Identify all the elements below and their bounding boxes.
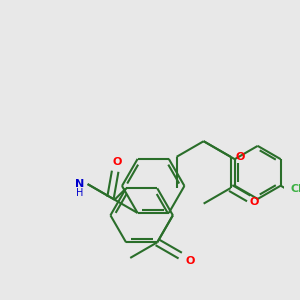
Text: N: N	[75, 179, 84, 189]
Text: H: H	[76, 188, 84, 198]
Text: O: O	[112, 157, 122, 167]
Text: O: O	[236, 152, 245, 162]
Text: Cl: Cl	[290, 184, 300, 194]
Text: O: O	[250, 197, 259, 207]
Text: O: O	[185, 256, 194, 266]
